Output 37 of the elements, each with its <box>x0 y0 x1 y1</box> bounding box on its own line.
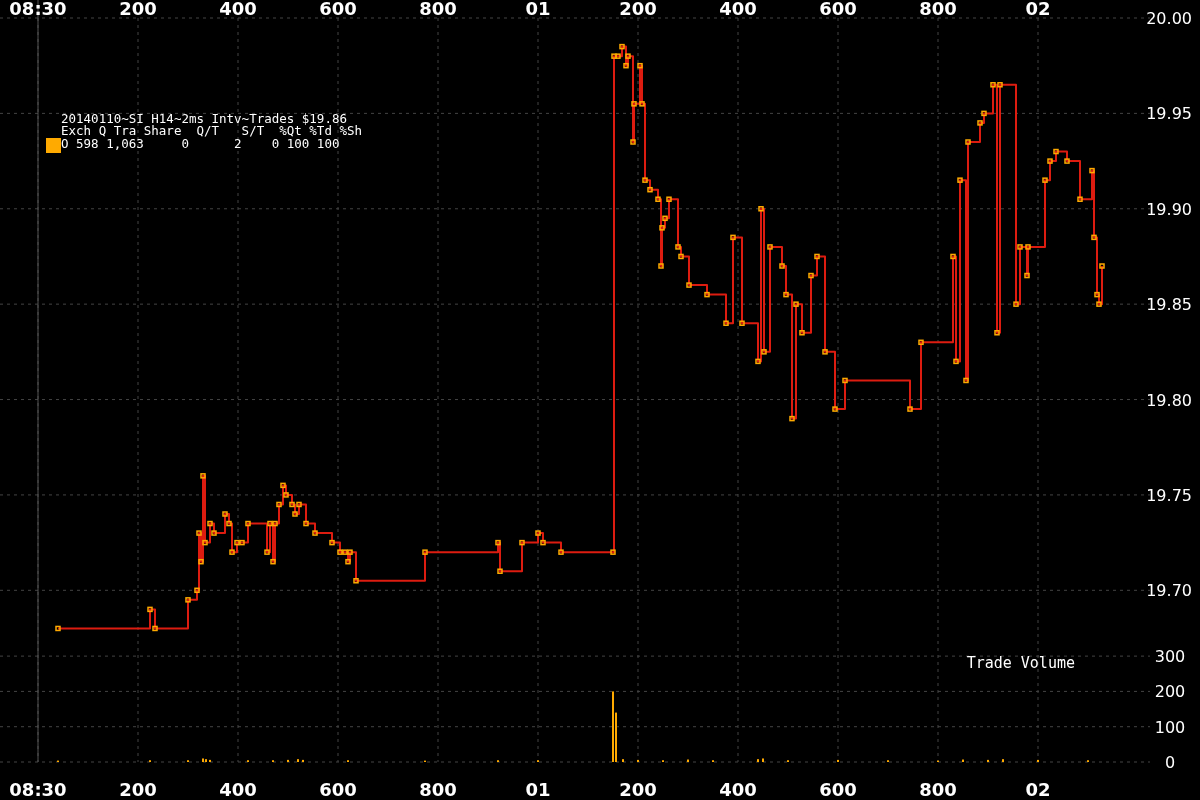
x-tick-label: 200 <box>619 0 657 19</box>
x-tick-label: 02 <box>1025 0 1051 19</box>
y-tick-label: 20.00 <box>1146 9 1192 28</box>
x2-tick-label: 400 <box>219 778 257 800</box>
y-tick-label: 19.85 <box>1146 295 1192 315</box>
x2-tick-label: 02 <box>1025 778 1051 800</box>
y-tick-label: 19.80 <box>1146 390 1192 410</box>
annotation: Trade Volume <box>966 654 1075 672</box>
x-tick-label: 01 <box>525 0 551 19</box>
y-tick-label: 19.70 <box>1146 581 1192 601</box>
x2-tick-label: 600 <box>319 778 357 800</box>
x-tick-label: 800 <box>919 0 957 19</box>
text: 20140110~SI H14~2ms Intv~Trades $19.86 <box>61 111 347 126</box>
x2-tick-label: 600 <box>819 778 857 800</box>
x2-tick-label: 400 <box>719 778 757 800</box>
y2-tick-label: 200 <box>1154 682 1186 702</box>
x-tick-label: 600 <box>819 0 857 19</box>
legend-label: O 598 1,063 0 2 0 100 100 <box>61 136 340 151</box>
x-tick-label: 600 <box>319 0 357 19</box>
x-tick-label: 200 <box>119 0 157 19</box>
x-tick-label: 08:30 <box>9 0 67 19</box>
x2-tick-label: 800 <box>419 778 457 800</box>
x2-tick-label: 800 <box>919 778 957 800</box>
x-tick-label: 800 <box>419 0 457 19</box>
x2-tick-label: 200 <box>619 778 657 800</box>
x-tick-label: 400 <box>719 0 757 19</box>
y-tick-label: 19.90 <box>1146 199 1192 219</box>
text: Exch Q Tra Share Q/T S/T %Qt %Td %Sh <box>61 123 363 138</box>
x-tick-label: 400 <box>219 0 257 19</box>
y2-tick-label: 100 <box>1154 717 1186 737</box>
y-tick-label: 19.95 <box>1146 104 1192 124</box>
x2-tick-label: 08:30 <box>9 778 67 800</box>
y2-tick-label: 0 <box>1164 753 1176 772</box>
y2-tick-label: 300 <box>1154 647 1186 667</box>
y-tick-label: 19.75 <box>1146 485 1192 505</box>
x2-tick-label: 200 <box>119 778 157 800</box>
x2-tick-label: 01 <box>525 778 551 800</box>
